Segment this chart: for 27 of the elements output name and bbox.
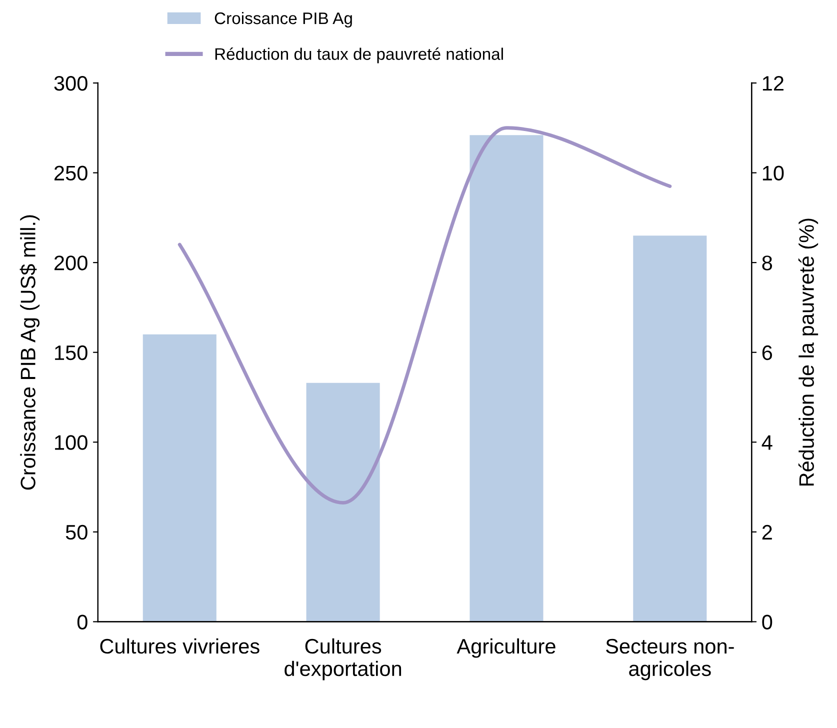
y2-tick-label: 10 <box>762 166 784 181</box>
line-series <box>178 126 672 504</box>
y-axis-title: Croissance PIB Ag (US$ mill.) <box>20 215 40 490</box>
y-tick-label: 0 <box>77 614 88 630</box>
y2-tick-label: 6 <box>762 345 772 360</box>
y2-tick-label: 4 <box>762 435 772 450</box>
y-tick-label: 250 <box>54 166 88 181</box>
y2-tick-label: 8 <box>762 256 772 270</box>
bar <box>142 334 216 622</box>
x-tick-label: Cultures d'exportation <box>284 638 402 680</box>
y2-tick-label: 2 <box>762 524 772 540</box>
y2-tick-label: 12 <box>762 76 784 91</box>
y-tick-label: 150 <box>55 345 88 360</box>
legend-label: Croissance PIB Ag <box>214 12 352 28</box>
x-tick-label: Secteurs non- agricoles <box>606 638 734 680</box>
x-tick-label: Agriculture <box>456 638 556 658</box>
y-tick-label: 300 <box>54 76 88 91</box>
bar <box>306 382 380 622</box>
y-tick-label: 100 <box>55 435 88 450</box>
y2-tick-label: 0 <box>762 614 772 630</box>
y2-axis-title: Réduction de la pauvreté (%) <box>798 218 818 486</box>
y-tick-label: 200 <box>54 256 88 270</box>
y-tick-label: 50 <box>66 524 88 540</box>
legend-label: Réduction du taux de pauvreté national <box>215 48 503 64</box>
bar <box>633 236 707 622</box>
bar <box>470 135 544 622</box>
x-tick-label: Cultures vivrieres <box>100 638 260 654</box>
